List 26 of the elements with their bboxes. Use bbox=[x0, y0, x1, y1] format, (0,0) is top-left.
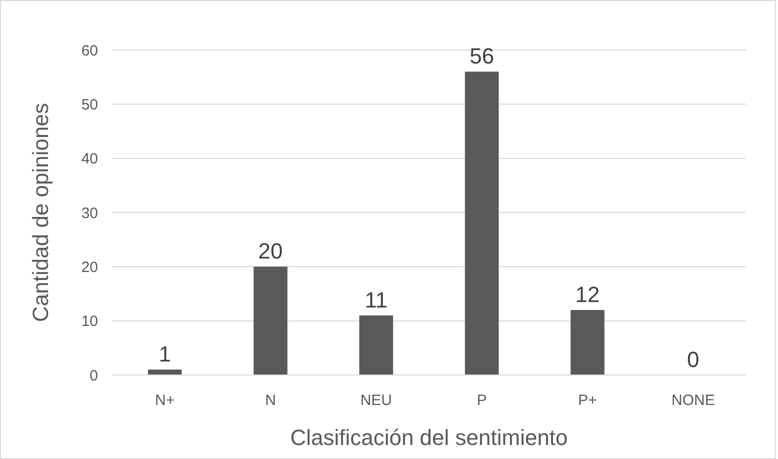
x-tick-label: P bbox=[476, 392, 487, 409]
x-tick-label: NONE bbox=[671, 392, 715, 409]
data-label: 11 bbox=[364, 287, 388, 312]
y-tick-label: 20 bbox=[81, 258, 98, 276]
y-tick-label: 10 bbox=[81, 313, 98, 330]
bar bbox=[359, 315, 394, 375]
data-label: 1 bbox=[158, 342, 171, 367]
y-tick-label: 0 bbox=[90, 367, 98, 384]
bar bbox=[254, 266, 288, 375]
data-label: 20 bbox=[258, 238, 283, 264]
bar bbox=[148, 370, 182, 375]
y-tick-label: 30 bbox=[81, 204, 98, 222]
y-tick-label: 40 bbox=[81, 150, 98, 168]
data-label: 12 bbox=[575, 282, 600, 307]
y-axis-title: Cantidad de opiniones bbox=[28, 103, 53, 322]
x-tick-label: N+ bbox=[155, 392, 175, 409]
bar bbox=[464, 72, 499, 375]
x-tick-label: P+ bbox=[578, 392, 598, 409]
y-tick-label: 60 bbox=[81, 42, 98, 60]
bar bbox=[570, 310, 604, 375]
x-axis-title: Clasificación del sentimiento bbox=[290, 425, 568, 450]
x-tick-label: N bbox=[265, 392, 276, 409]
data-label: 56 bbox=[470, 44, 494, 69]
x-tick-label: NEU bbox=[360, 392, 392, 409]
y-tick-label: 50 bbox=[81, 96, 98, 114]
data-label: 0 bbox=[687, 347, 700, 372]
